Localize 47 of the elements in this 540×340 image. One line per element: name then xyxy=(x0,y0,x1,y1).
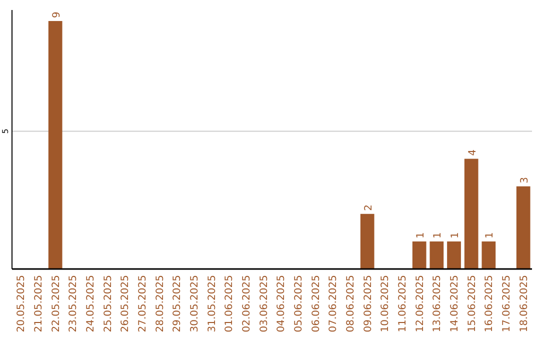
bar xyxy=(48,21,62,269)
x-tick-label: 17.06.2025 xyxy=(502,275,512,332)
x-tick-label: 10.06.2025 xyxy=(380,275,392,332)
x-tick-label: 31.05.2025 xyxy=(206,275,218,332)
x-tick-label: 04.06.2025 xyxy=(276,275,288,332)
x-tick-label: 24.05.2025 xyxy=(86,275,96,332)
bar xyxy=(430,241,444,269)
bar xyxy=(516,186,530,269)
bar xyxy=(464,158,478,269)
x-tick-label: 08.06.2025 xyxy=(346,275,356,332)
data-label: 2 xyxy=(363,204,374,211)
x-tick-label: 13.06.2025 xyxy=(432,275,444,332)
x-tick-label: 11.06.2025 xyxy=(398,275,408,332)
x-tick-label: 05.06.2025 xyxy=(294,275,304,332)
bar xyxy=(482,241,496,269)
x-tick-label: 06.06.2025 xyxy=(310,275,322,332)
data-label: 1 xyxy=(484,232,496,238)
x-tick-label: 27.05.2025 xyxy=(138,275,148,332)
x-tick-label: 12.06.2025 xyxy=(414,275,426,332)
x-tick-label: 15.06.2025 xyxy=(466,275,478,332)
x-tick-label: 09.06.2025 xyxy=(362,275,374,332)
x-tick-label: 26.05.2025 xyxy=(120,275,132,332)
data-label: 1 xyxy=(450,232,461,238)
x-tick-label: 25.05.2025 xyxy=(102,275,114,332)
x-tick-label: 18.06.2025 xyxy=(518,275,530,332)
data-label: 4 xyxy=(467,149,478,156)
x-tick-label: 30.05.2025 xyxy=(190,275,200,332)
x-tick-label: 16.06.2025 xyxy=(484,275,496,332)
data-label: 1 xyxy=(432,232,444,238)
x-tick-label: 03.06.2025 xyxy=(258,275,270,332)
x-tick-label: 23.05.2025 xyxy=(68,275,80,332)
data-label: 3 xyxy=(519,176,530,184)
y-tick-label: 5 xyxy=(1,128,10,134)
x-tick-label: 21.05.2025 xyxy=(34,275,44,332)
x-tick-label: 28.05.2025 xyxy=(154,275,166,332)
data-label: 9 xyxy=(51,12,62,18)
bar xyxy=(412,241,426,269)
x-tick-label: 22.05.2025 xyxy=(50,275,62,332)
x-tick-label: 29.05.2025 xyxy=(172,275,184,332)
x-tick-label: 07.06.2025 xyxy=(328,275,340,332)
x-tick-label: 02.06.2025 xyxy=(242,275,252,332)
x-tick-label: 20.05.2025 xyxy=(16,275,28,332)
x-tick-label: 14.06.2025 xyxy=(450,275,460,332)
x-tick-label: 01.06.2025 xyxy=(224,275,236,332)
bar xyxy=(360,214,374,269)
data-label: 1 xyxy=(415,232,426,238)
bar xyxy=(447,241,461,269)
